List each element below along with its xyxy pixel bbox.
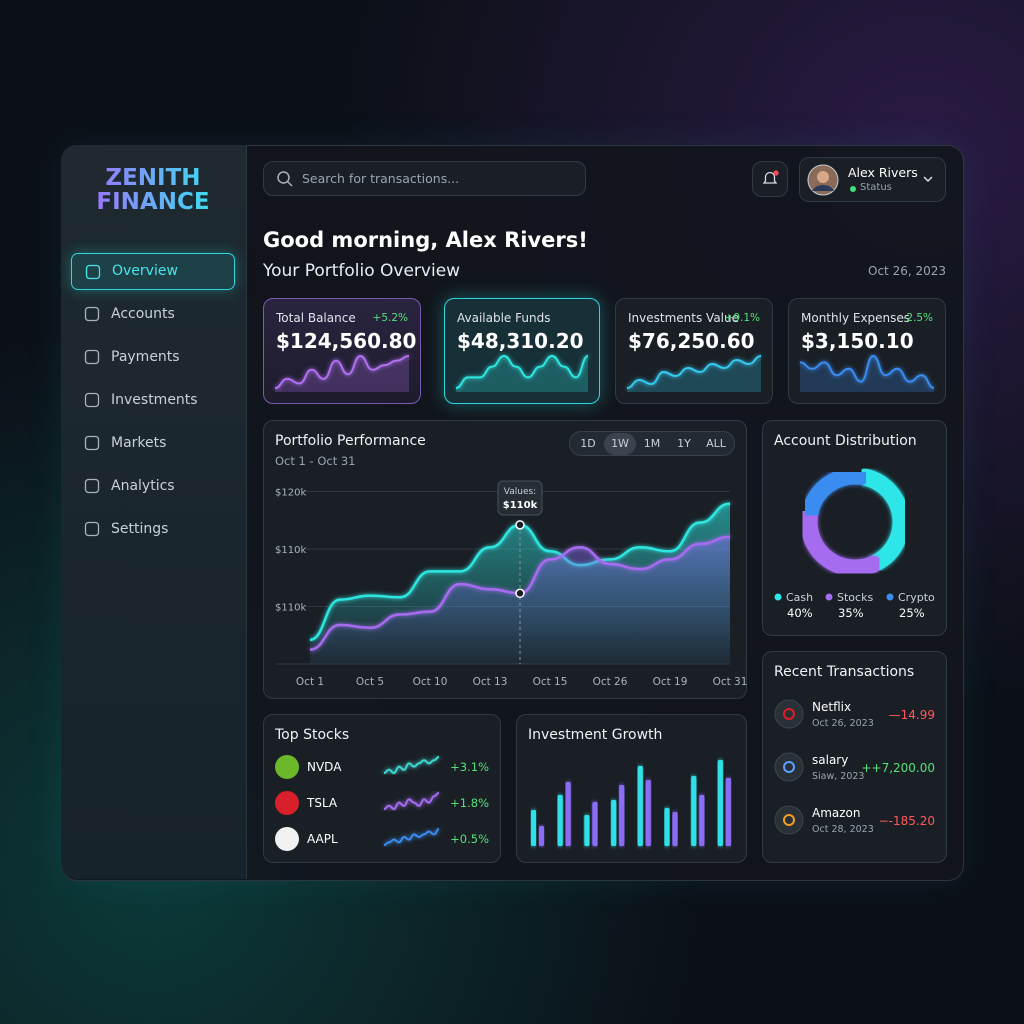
user-name: Alex Rivers: [848, 165, 918, 180]
stat-change: +9.1%: [724, 312, 760, 324]
range-selector: 1D 1W 1M 1Y ALL: [569, 431, 735, 456]
nav-icon: [84, 306, 100, 322]
panel-title: Top Stocks: [275, 727, 350, 743]
notification-button[interactable]: [752, 161, 788, 197]
user-menu[interactable]: Alex Rivers Status: [799, 157, 946, 202]
nav-icon: [85, 264, 101, 280]
nav-item[interactable]: Settings: [71, 511, 235, 548]
stat-label: Total Balance: [276, 311, 356, 325]
nav-item[interactable]: Overview: [71, 253, 235, 290]
bell-icon: [762, 170, 779, 184]
panel-title: Investment Growth: [528, 727, 663, 743]
stat-label: Investments Value: [628, 311, 739, 325]
stat-change: +5.2%: [372, 312, 408, 324]
panel-title: Portfolio Performance: [275, 433, 426, 449]
stat-change: -2.5%: [902, 312, 933, 324]
stocks-panel: Top Stocks: [263, 714, 501, 863]
nav-item[interactable]: Investments: [71, 382, 235, 419]
stat-label: Available Funds: [457, 311, 551, 325]
stat-card: Monthly Expenses -2.5% $3,150.10: [788, 298, 946, 404]
nav-item[interactable]: Payments: [71, 339, 235, 376]
nav-icon: [84, 435, 100, 451]
chevron: [923, 176, 933, 183]
range-button[interactable]: 1Y: [677, 437, 691, 450]
stat-value: $48,310.20: [457, 329, 584, 353]
transactions-panel: Recent Transactions: [762, 651, 947, 863]
distribution-panel: Account Distribution: [762, 420, 947, 636]
search-box[interactable]: Search for transactions...: [263, 161, 586, 196]
performance-panel: Portfolio Performance Oct 1 - Oct 31 1D 1…: [263, 420, 747, 699]
sidebar: [61, 145, 247, 879]
date: Oct 26, 2023: [868, 264, 946, 278]
panel-title: Recent Transactions: [774, 664, 915, 680]
nav-icon: [84, 478, 100, 494]
nav-item[interactable]: Analytics: [71, 468, 235, 505]
user-status: Status: [860, 182, 892, 193]
range-button[interactable]: 1W: [604, 433, 636, 455]
greeting: Good morning, Alex Rivers!: [263, 228, 588, 252]
stat-value: $3,150.10: [801, 329, 914, 353]
nav-icon: [84, 392, 100, 408]
stat-card: Total Balance +5.2% $124,560.80: [263, 298, 421, 404]
growth-panel: Investment Growth: [516, 714, 747, 863]
stat-value: $124,560.80: [276, 329, 417, 353]
stat-card: Investments Value +9.1% $76,250.60: [615, 298, 773, 404]
stat-label: Monthly Expenses: [801, 311, 911, 325]
range-button[interactable]: ALL: [706, 437, 726, 450]
nav-icon: [84, 349, 100, 365]
panel-subtitle: Oct 1 - Oct 31: [275, 454, 356, 468]
nav-icon: [84, 521, 100, 537]
nav-item[interactable]: Markets: [71, 425, 235, 462]
stat-value: $76,250.60: [628, 329, 755, 353]
range-button[interactable]: 1M: [643, 437, 661, 450]
nav-item[interactable]: Accounts: [71, 296, 235, 333]
stat-card: Available Funds $48,310.20: [444, 298, 600, 404]
range-button[interactable]: 1D: [580, 437, 596, 450]
avatar: [807, 164, 839, 196]
subtitle: Your Portfolio Overview: [263, 261, 461, 281]
panel-title: Account Distribution: [774, 433, 917, 449]
status-dot: [850, 186, 856, 192]
brand: ZENITH FINANCE: [88, 166, 218, 214]
search-icon: [277, 171, 293, 187]
